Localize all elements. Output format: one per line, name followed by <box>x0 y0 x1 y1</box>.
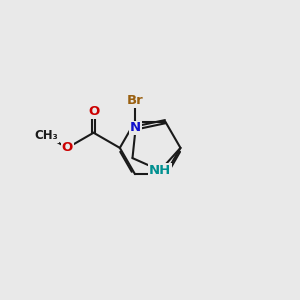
Text: O: O <box>88 105 99 118</box>
Text: Br: Br <box>127 94 143 107</box>
Text: NH: NH <box>149 164 171 177</box>
Text: CH₃: CH₃ <box>34 129 58 142</box>
Text: O: O <box>62 141 73 154</box>
Text: N: N <box>130 122 141 134</box>
